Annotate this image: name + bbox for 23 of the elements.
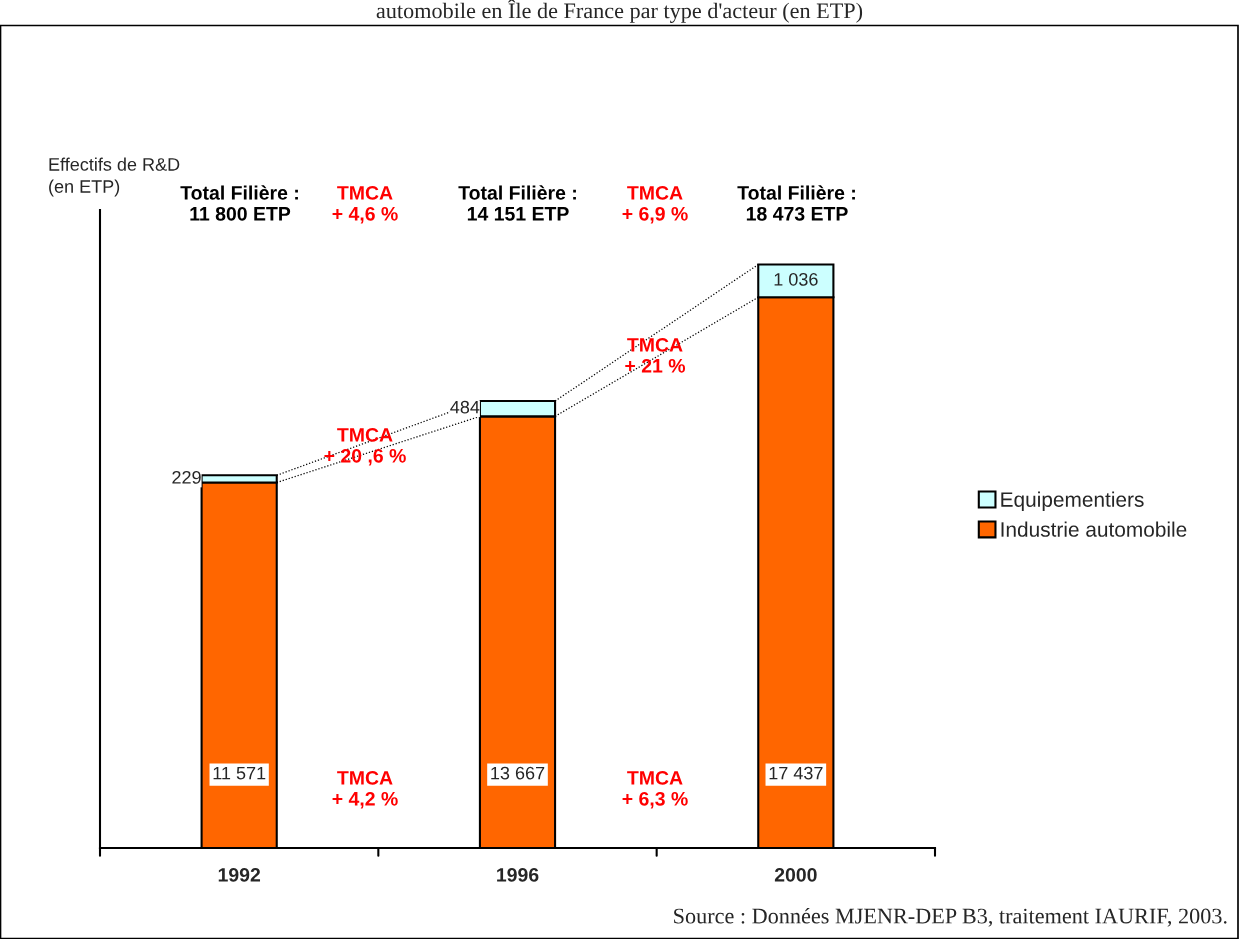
x-tick-label: 1996 [497, 867, 539, 882]
data-label: 229 [172, 470, 201, 484]
annotation: TMCA + 21 % [625, 337, 686, 373]
data-label: 484 [450, 400, 480, 414]
data-label: 1 036 [774, 272, 818, 286]
annotation: TMCA + 4,2 % [332, 770, 398, 809]
annotation: Total Filière : 11 800 ETP [180, 185, 298, 221]
legend-label: Industrie automobile [1001, 521, 1187, 537]
data-label: 11 571 [213, 766, 266, 780]
data-label: 13 667 [491, 766, 545, 780]
source-note: Source : Données MJENR-DEP B3, traitement IAURIF, 2003. [674, 907, 1227, 927]
x-tick-label: 1992 [218, 867, 261, 882]
x-tick-label: 2000 [774, 867, 817, 882]
data-label: 17 437 [769, 766, 823, 780]
legend-label: Equipementiers [1001, 491, 1144, 512]
chart-title: automobile en Île de France par type d'acteur (en ETP) [376, 0, 863, 23]
annotation: TMCA + 6,9 % [622, 185, 688, 224]
annotation: Total Filière : 18 473 ETP [737, 185, 855, 221]
annotation: TMCA + 20 ,6 % [324, 427, 406, 466]
annotation: TMCA + 6,3 % [622, 770, 688, 809]
annotation: Total Filière : 14 151 ETP [458, 185, 576, 221]
y-axis-title: Effectifs de R&D (en ETP) [49, 157, 180, 197]
annotation: TMCA + 4,6 % [332, 185, 398, 224]
